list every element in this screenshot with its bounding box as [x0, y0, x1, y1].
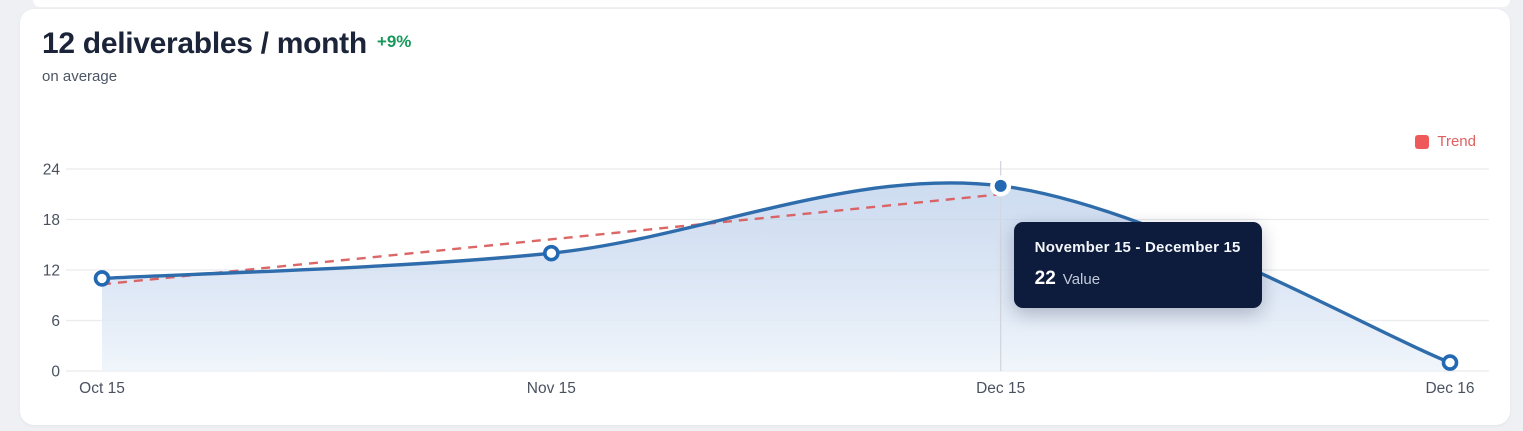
delta-badge: +9% — [376, 32, 412, 51]
data-point[interactable] — [543, 244, 560, 262]
previous-card-edge — [33, 0, 1510, 7]
tooltip-value: 22 — [1034, 267, 1056, 289]
trend-legend-label: Trend — [1437, 133, 1476, 150]
chart-tooltip: November 15 - December 15 22 Value — [1013, 221, 1262, 308]
subtitle: on average — [42, 68, 118, 85]
tooltip-date-range: November 15 - December 15 — [1034, 238, 1241, 256]
legend-item-trend[interactable]: Trend — [1415, 133, 1476, 150]
x-axis-tick: Nov 15 — [527, 380, 576, 397]
y-axis-tick: 18 — [43, 212, 60, 229]
tooltip-value-label: Value — [1062, 270, 1101, 288]
y-axis-tick: 6 — [51, 313, 60, 330]
y-axis-tick: 12 — [43, 263, 60, 280]
deliverables-chart-card: 0 6 12 18 24 Oct 15 Nov 15 Dec 15 Dec 16 Novembe… — [20, 9, 1510, 425]
x-axis-tick: Dec 16 — [1425, 380, 1474, 397]
data-point[interactable] — [93, 270, 111, 287]
x-axis-tick: Dec 15 — [976, 380, 1025, 397]
page-title: 12 deliverables / month — [42, 27, 367, 60]
line-chart[interactable]: 0 6 12 18 24 Oct 15 Nov 15 Dec 15 Dec 16 Novembe… — [20, 9, 1510, 425]
y-axis-tick: 0 — [51, 364, 60, 381]
trend-line — [101, 193, 1001, 286]
trend-legend-swatch — [1415, 134, 1430, 149]
y-axis-tick: 24 — [43, 162, 61, 179]
data-point[interactable] — [1441, 354, 1459, 371]
x-axis-tick: Oct 15 — [79, 380, 125, 397]
card-header: 12 deliverables / month +9% on average — [42, 27, 411, 85]
data-point-active[interactable] — [994, 179, 1007, 192]
